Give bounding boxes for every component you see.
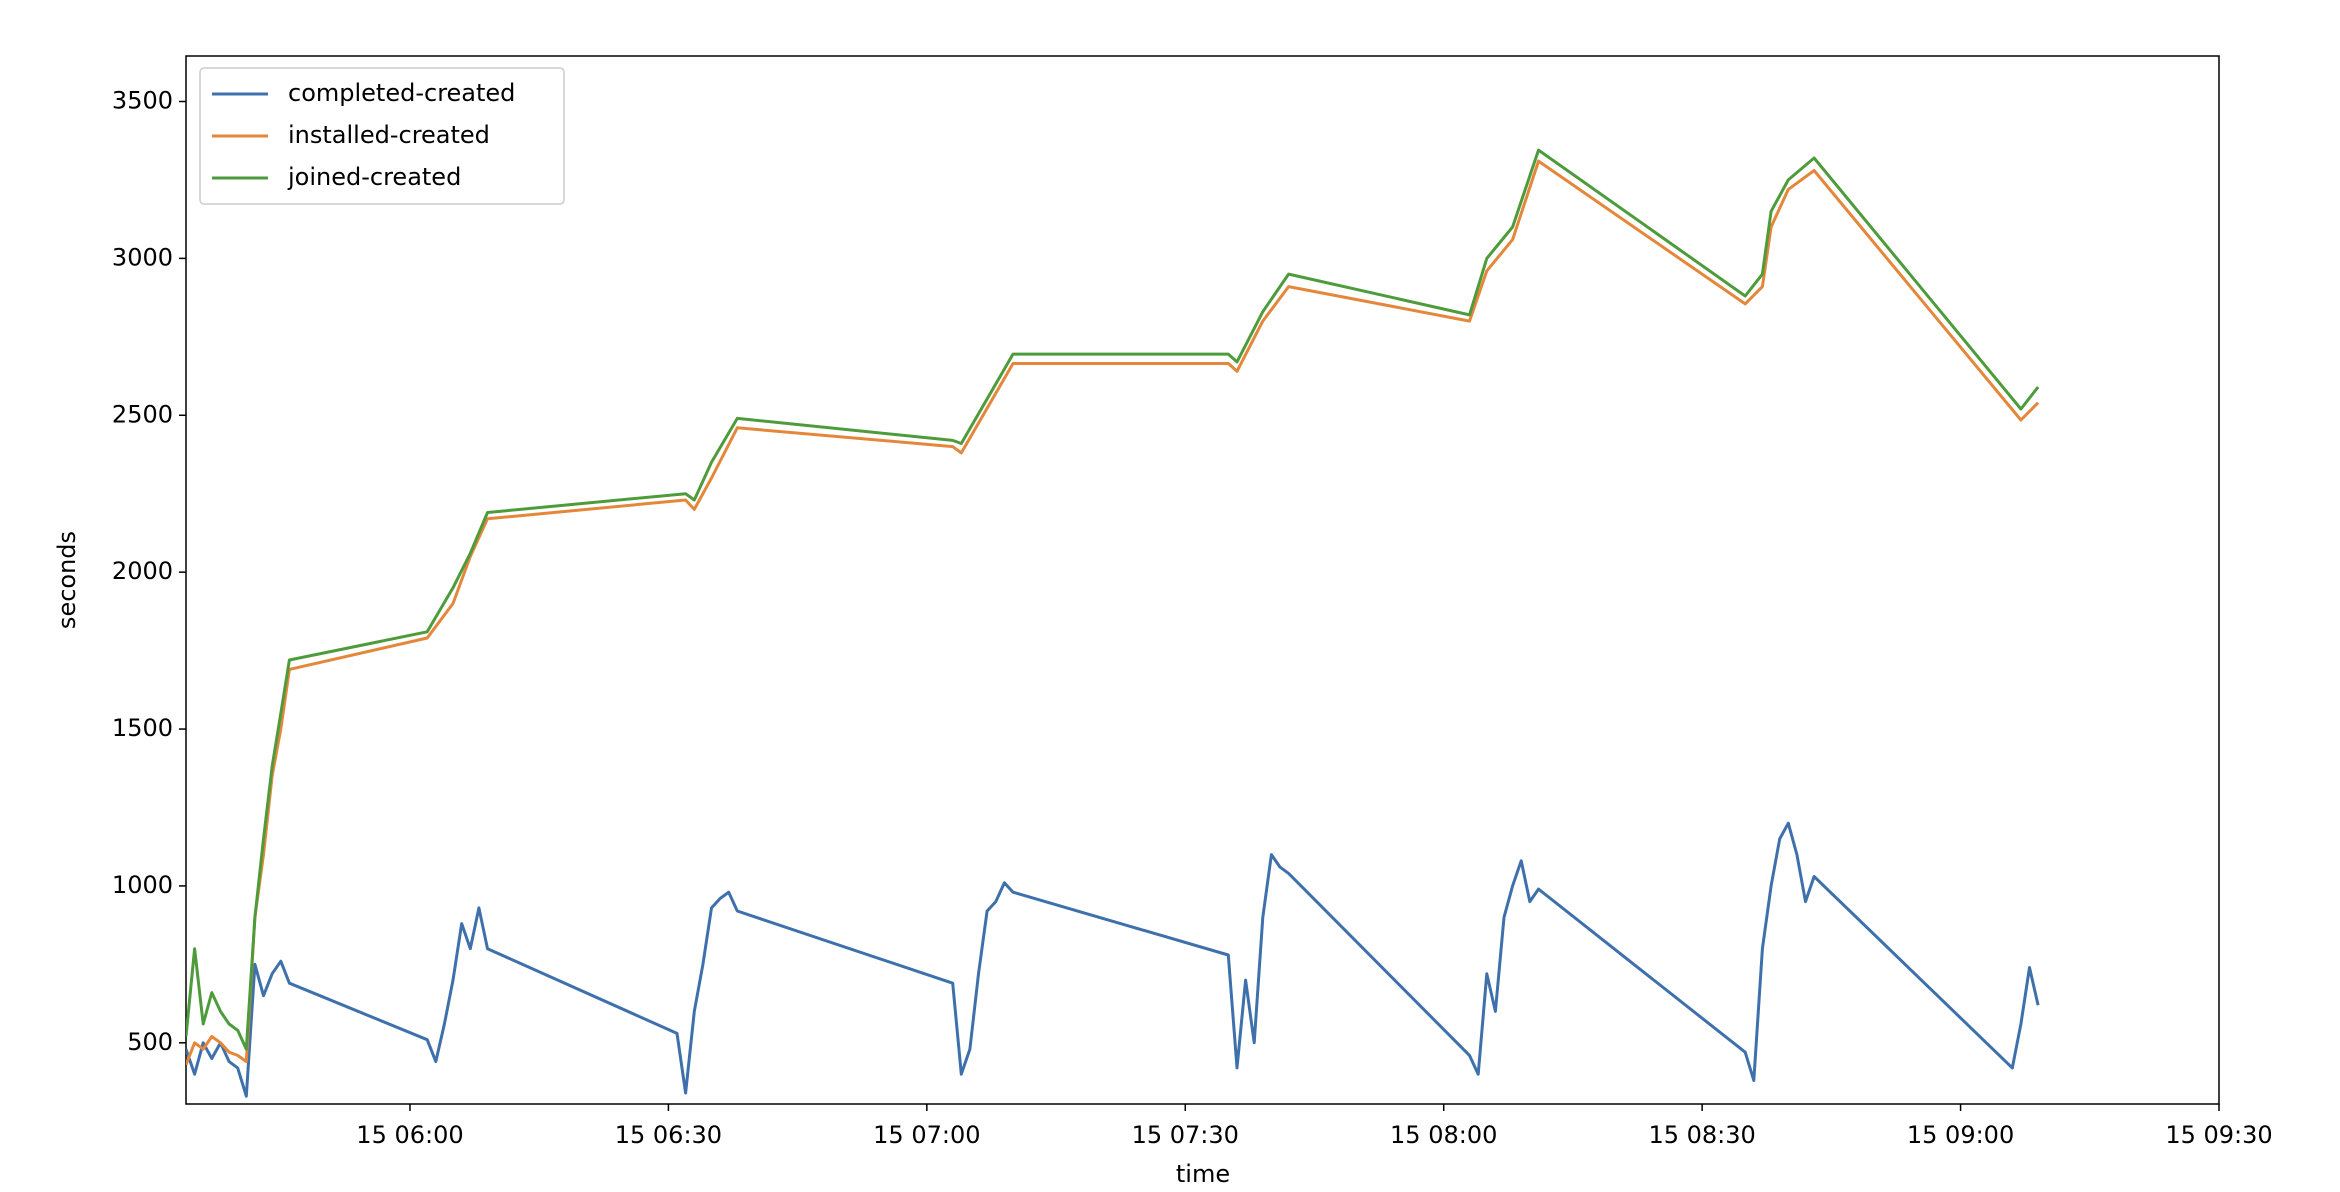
- series-line: [186, 148, 2040, 1051]
- x-tick-label: 15 07:30: [1132, 1121, 1239, 1149]
- legend-label: installed-created: [288, 121, 490, 149]
- legend-label: completed-created: [288, 79, 515, 107]
- y-tick-label: 2000: [112, 557, 173, 585]
- y-axis-label: seconds: [53, 531, 81, 629]
- series-line: [186, 159, 2040, 1066]
- y-tick-label: 1000: [112, 871, 173, 899]
- y-tick-label: 2500: [112, 400, 173, 428]
- x-tick-label: 15 09:00: [1907, 1121, 2014, 1149]
- x-axis-label: time: [1176, 1160, 1230, 1188]
- y-tick-label: 3500: [112, 86, 173, 114]
- x-tick-label: 15 08:00: [1390, 1121, 1497, 1149]
- x-tick-label: 15 06:30: [615, 1121, 722, 1149]
- plot-frame: [185, 55, 2220, 1105]
- legend-label: joined-created: [287, 163, 461, 191]
- y-tick-label: 1500: [112, 714, 173, 742]
- x-tick-label: 15 06:00: [356, 1121, 463, 1149]
- y-tick-label: 500: [127, 1028, 173, 1056]
- series-line: [186, 821, 2040, 1098]
- legend-box: [199, 67, 565, 205]
- x-tick-label: 15 07:00: [873, 1121, 980, 1149]
- x-tick-label: 15 08:30: [1648, 1121, 1755, 1149]
- y-tick-label: 3000: [112, 243, 173, 271]
- x-tick-label: 15 09:30: [2165, 1121, 2272, 1149]
